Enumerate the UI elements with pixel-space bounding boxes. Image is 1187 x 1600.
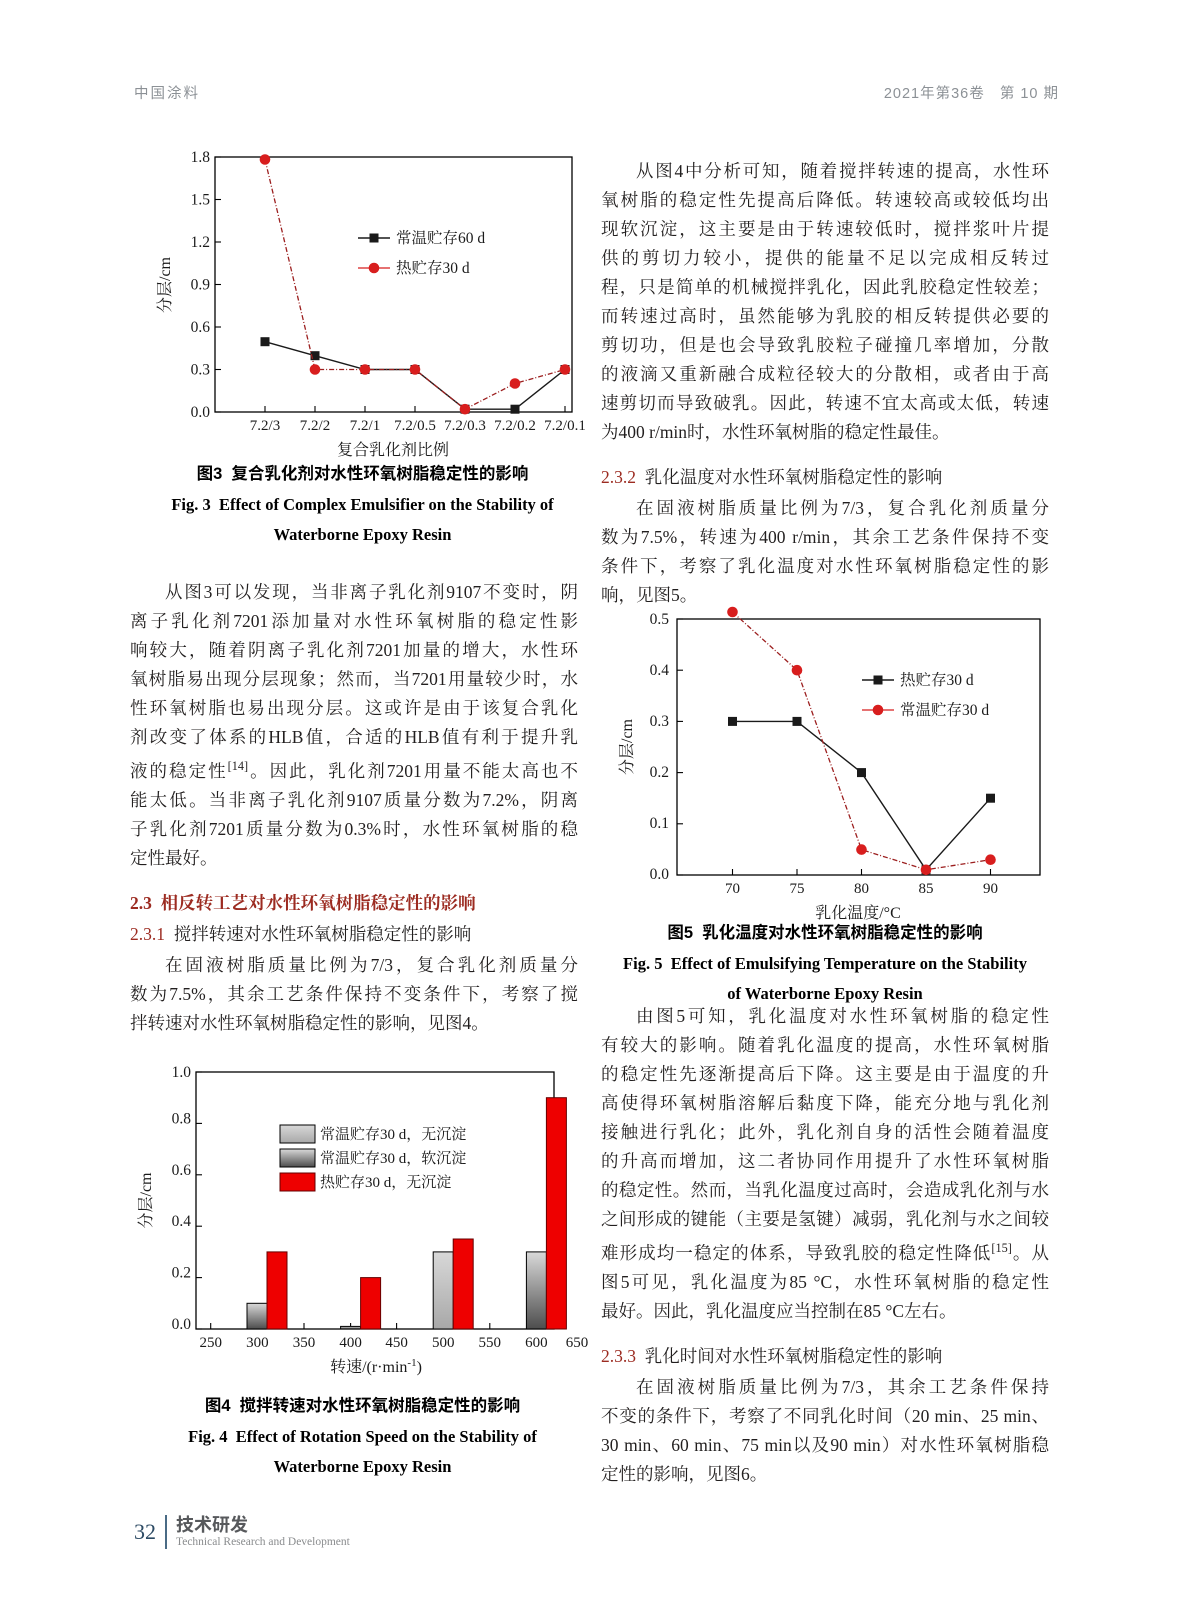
svg-text:7.2/1: 7.2/1	[350, 418, 380, 434]
svg-text:1.5: 1.5	[191, 192, 211, 209]
svg-text:70: 70	[725, 881, 740, 897]
svg-text:分层/cm: 分层/cm	[618, 718, 636, 775]
svg-text:300: 300	[246, 1335, 269, 1351]
svg-text:400: 400	[339, 1335, 362, 1351]
svg-text:0.3: 0.3	[191, 362, 211, 379]
svg-text:常温贮存30 d: 常温贮存30 d	[900, 701, 989, 719]
svg-text:1.8: 1.8	[191, 149, 211, 166]
svg-text:7.2/2: 7.2/2	[300, 418, 330, 434]
svg-text:0.3: 0.3	[650, 713, 670, 730]
svg-text:常温贮存60 d: 常温贮存60 d	[396, 229, 485, 247]
svg-text:0.6: 0.6	[191, 319, 211, 336]
svg-text:500: 500	[432, 1335, 455, 1351]
svg-text:600: 600	[525, 1335, 548, 1351]
svg-text:0.0: 0.0	[191, 404, 211, 421]
svg-text:0.1: 0.1	[650, 815, 669, 832]
svg-text:7.2/0.1: 7.2/0.1	[544, 418, 586, 434]
svg-text:7.2/3: 7.2/3	[250, 418, 280, 434]
svg-text:0.4: 0.4	[172, 1213, 192, 1230]
svg-text:复合乳化剂比例: 复合乳化剂比例	[337, 441, 449, 459]
svg-text:85: 85	[919, 881, 934, 897]
svg-text:0.4: 0.4	[650, 662, 670, 679]
svg-text:350: 350	[293, 1335, 316, 1351]
svg-text:热贮存30 d: 热贮存30 d	[900, 671, 974, 689]
svg-text:450: 450	[385, 1335, 408, 1351]
svg-text:转速/(r·min-1): 转速/(r·min-1)	[330, 1357, 422, 1376]
svg-text:0.6: 0.6	[172, 1162, 192, 1179]
svg-text:650: 650	[566, 1335, 589, 1351]
svg-text:0.9: 0.9	[191, 277, 211, 294]
svg-text:0.0: 0.0	[650, 866, 670, 883]
svg-text:0.8: 0.8	[172, 1110, 192, 1127]
svg-text:热贮存30 d: 热贮存30 d	[396, 259, 470, 277]
svg-text:7.2/0.2: 7.2/0.2	[494, 418, 536, 434]
svg-text:0.2: 0.2	[650, 764, 669, 781]
svg-text:75: 75	[790, 881, 805, 897]
svg-text:7.2/0.3: 7.2/0.3	[444, 418, 486, 434]
svg-text:0.0: 0.0	[172, 1316, 192, 1333]
svg-text:分层/cm: 分层/cm	[137, 1172, 155, 1229]
svg-text:分层/cm: 分层/cm	[156, 256, 174, 313]
svg-text:1.0: 1.0	[172, 1064, 192, 1081]
svg-text:0.5: 0.5	[650, 611, 670, 628]
svg-text:80: 80	[854, 881, 869, 897]
svg-text:常温贮存30 d，软沉淀: 常温贮存30 d，软沉淀	[320, 1150, 466, 1167]
svg-text:1.2: 1.2	[191, 234, 210, 251]
svg-text:250: 250	[199, 1335, 222, 1351]
svg-text:550: 550	[479, 1335, 502, 1351]
svg-text:7.2/0.5: 7.2/0.5	[394, 418, 436, 434]
svg-text:热贮存30 d，无沉淀: 热贮存30 d，无沉淀	[320, 1173, 451, 1191]
svg-text:常温贮存30 d，无沉淀: 常温贮存30 d，无沉淀	[320, 1126, 466, 1143]
svg-text:0.2: 0.2	[172, 1265, 191, 1282]
svg-text:90: 90	[983, 881, 998, 897]
